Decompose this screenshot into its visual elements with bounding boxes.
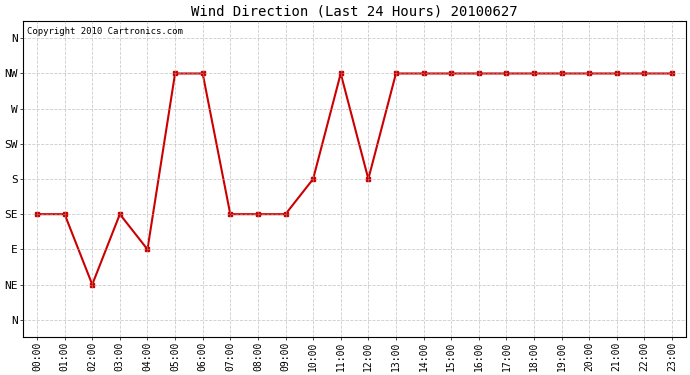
Title: Wind Direction (Last 24 Hours) 20100627: Wind Direction (Last 24 Hours) 20100627 (191, 4, 518, 18)
Text: Copyright 2010 Cartronics.com: Copyright 2010 Cartronics.com (26, 27, 182, 36)
